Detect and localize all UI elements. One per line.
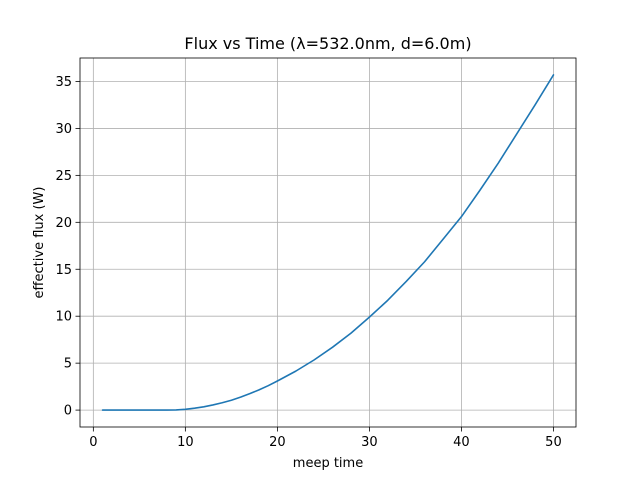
y-tick-label: 5: [64, 357, 72, 372]
chart-title: Flux vs Time (λ=532.0nm, d=6.0m): [184, 34, 471, 53]
x-axis-label: meep time: [293, 456, 363, 471]
grid: [80, 58, 576, 427]
y-tick-label: 0: [64, 404, 72, 419]
x-axis: 0 10 20 30 40 50: [89, 427, 562, 450]
y-tick-label: 10: [55, 310, 72, 325]
y-axis-label: effective flux (W): [32, 187, 47, 299]
x-tick-label: 50: [545, 435, 562, 450]
y-tick-label: 15: [55, 263, 72, 278]
x-tick-label: 10: [177, 435, 194, 450]
x-tick-label: 0: [89, 435, 97, 450]
y-tick-label: 25: [55, 169, 72, 184]
y-tick-label: 35: [55, 75, 72, 90]
plot-frame: [79, 57, 577, 428]
x-tick-label: 30: [361, 435, 378, 450]
flux-series-line: [101, 74, 555, 411]
x-tick-label: 20: [269, 435, 286, 450]
series-layer: [101, 74, 555, 411]
y-axis: 0 5 10 15 20 25 30 35: [55, 75, 80, 419]
x-tick-label: 40: [453, 435, 470, 450]
y-tick-label: 20: [55, 216, 72, 231]
y-tick-label: 30: [55, 122, 72, 137]
